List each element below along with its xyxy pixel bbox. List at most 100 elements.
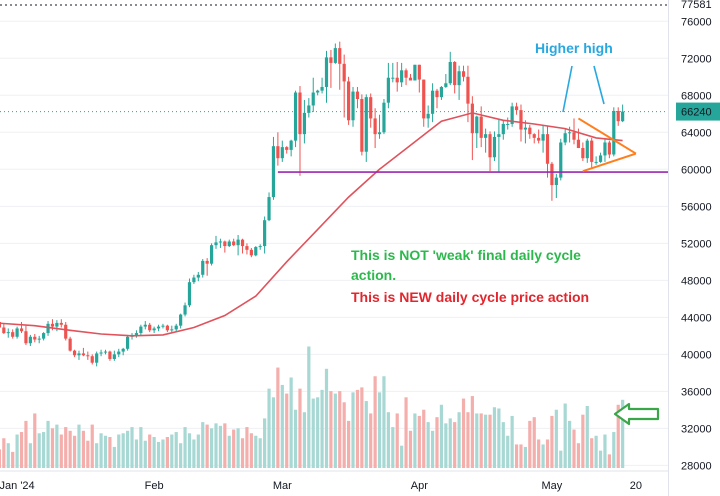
volume-bar <box>11 451 15 468</box>
volume-bar <box>90 424 94 468</box>
volume-bar <box>568 420 572 468</box>
candle-body <box>15 328 19 337</box>
volume-bar <box>324 368 329 468</box>
volume-bar <box>108 437 112 468</box>
volume-bar <box>338 391 342 468</box>
candle-body <box>594 161 598 163</box>
annotation-line-1: This is NOT 'weak' final daily cycle <box>351 247 581 263</box>
candle-body <box>307 105 311 113</box>
candle <box>492 131 497 161</box>
candle-body <box>86 355 90 357</box>
volume-bar <box>532 417 536 468</box>
higher-high-label: Higher high <box>535 40 613 56</box>
volume-bar <box>537 439 541 468</box>
moving-average-line <box>0 112 623 337</box>
candle <box>612 107 616 157</box>
candle <box>550 161 554 201</box>
volume-bar <box>355 389 360 468</box>
candle <box>382 98 386 135</box>
candle-body <box>214 242 218 246</box>
candle-body <box>528 127 532 135</box>
candle <box>223 240 227 253</box>
volume-bar <box>81 430 85 468</box>
candle-body <box>377 132 382 135</box>
candle-body <box>488 134 492 158</box>
annotation-line-3: This is NEW daily cycle price action <box>351 289 589 305</box>
volume-bar <box>559 450 563 468</box>
candle <box>179 313 183 329</box>
candle-body <box>267 197 271 221</box>
candle <box>156 324 161 332</box>
candle-body <box>351 91 355 121</box>
higher-high-arrows <box>562 65 605 113</box>
candle-body <box>519 110 523 130</box>
volume-bar <box>37 433 41 468</box>
candle-body <box>360 98 364 152</box>
candle-body <box>514 106 519 111</box>
time-tick-label: Jan '24 <box>0 480 35 492</box>
candle <box>24 325 28 346</box>
volume-bar <box>0 449 2 468</box>
candle-body <box>258 246 262 248</box>
candle <box>400 62 404 87</box>
candle-body <box>342 63 346 82</box>
volume-bar <box>484 414 488 468</box>
candle <box>205 258 209 276</box>
candle-body <box>77 353 81 356</box>
volume-bar <box>453 422 457 468</box>
candle-body <box>422 79 426 119</box>
candle-body <box>400 70 404 83</box>
candle <box>192 274 196 285</box>
candle-body <box>81 353 85 356</box>
volume-bar <box>475 413 479 468</box>
candle <box>360 94 364 156</box>
candle <box>333 43 337 64</box>
time-tick-label: Feb <box>145 480 164 492</box>
time-tick-label: Mar <box>273 480 292 492</box>
price-tick-label: 64000 <box>681 127 712 139</box>
triangle-lower-line <box>582 152 637 173</box>
candle <box>112 350 116 361</box>
volume-bar <box>86 440 90 468</box>
volume-bar <box>612 432 616 468</box>
candle <box>364 94 368 162</box>
candle-body <box>236 239 240 246</box>
candle-body <box>218 241 223 243</box>
volume-bar <box>218 425 223 468</box>
volume-bar <box>364 401 368 468</box>
candle-body <box>585 140 589 159</box>
volume-bar <box>42 432 46 468</box>
candle <box>488 131 492 172</box>
arrow-line <box>593 65 605 105</box>
volume-bar <box>165 437 169 468</box>
candle <box>77 350 81 360</box>
volume-bar <box>598 450 603 468</box>
candle-body <box>170 329 174 331</box>
triangle-pattern <box>577 117 637 173</box>
candle-body <box>232 241 236 246</box>
candle <box>240 238 245 254</box>
volume-bar <box>152 437 156 468</box>
candle-body <box>435 90 439 98</box>
candle <box>369 93 373 128</box>
candle-body <box>492 136 497 158</box>
candle-body <box>532 134 536 138</box>
candle-body <box>550 163 554 186</box>
candle <box>475 115 479 149</box>
candle-body <box>271 146 276 198</box>
candle-body <box>302 112 306 135</box>
candle-body <box>276 146 280 159</box>
volume-bar <box>103 435 108 468</box>
candle-body <box>466 76 470 104</box>
price-tick-label: 48000 <box>681 275 712 287</box>
candle <box>391 62 395 83</box>
candle <box>285 146 289 154</box>
volume-bar <box>607 454 611 468</box>
candle <box>139 324 143 336</box>
candle-body <box>484 134 488 138</box>
candle <box>33 333 37 343</box>
volume-bar <box>130 427 134 468</box>
volume-bar <box>391 427 395 468</box>
candle-body <box>448 61 452 84</box>
